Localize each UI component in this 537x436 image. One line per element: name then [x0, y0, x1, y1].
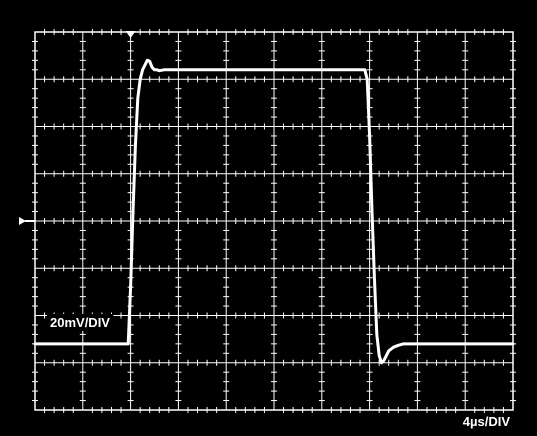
horizontal-scale-label: 4µs/DIV — [463, 414, 511, 429]
signal-trace — [33, 58, 515, 365]
trigger-marker — [125, 31, 136, 38]
graticule — [32, 29, 516, 413]
vertical-scale-label: 20mV/DIV — [50, 315, 110, 330]
vertical-scale-label-backing — [47, 314, 114, 331]
ground-marker — [19, 217, 26, 225]
markers — [19, 31, 136, 225]
